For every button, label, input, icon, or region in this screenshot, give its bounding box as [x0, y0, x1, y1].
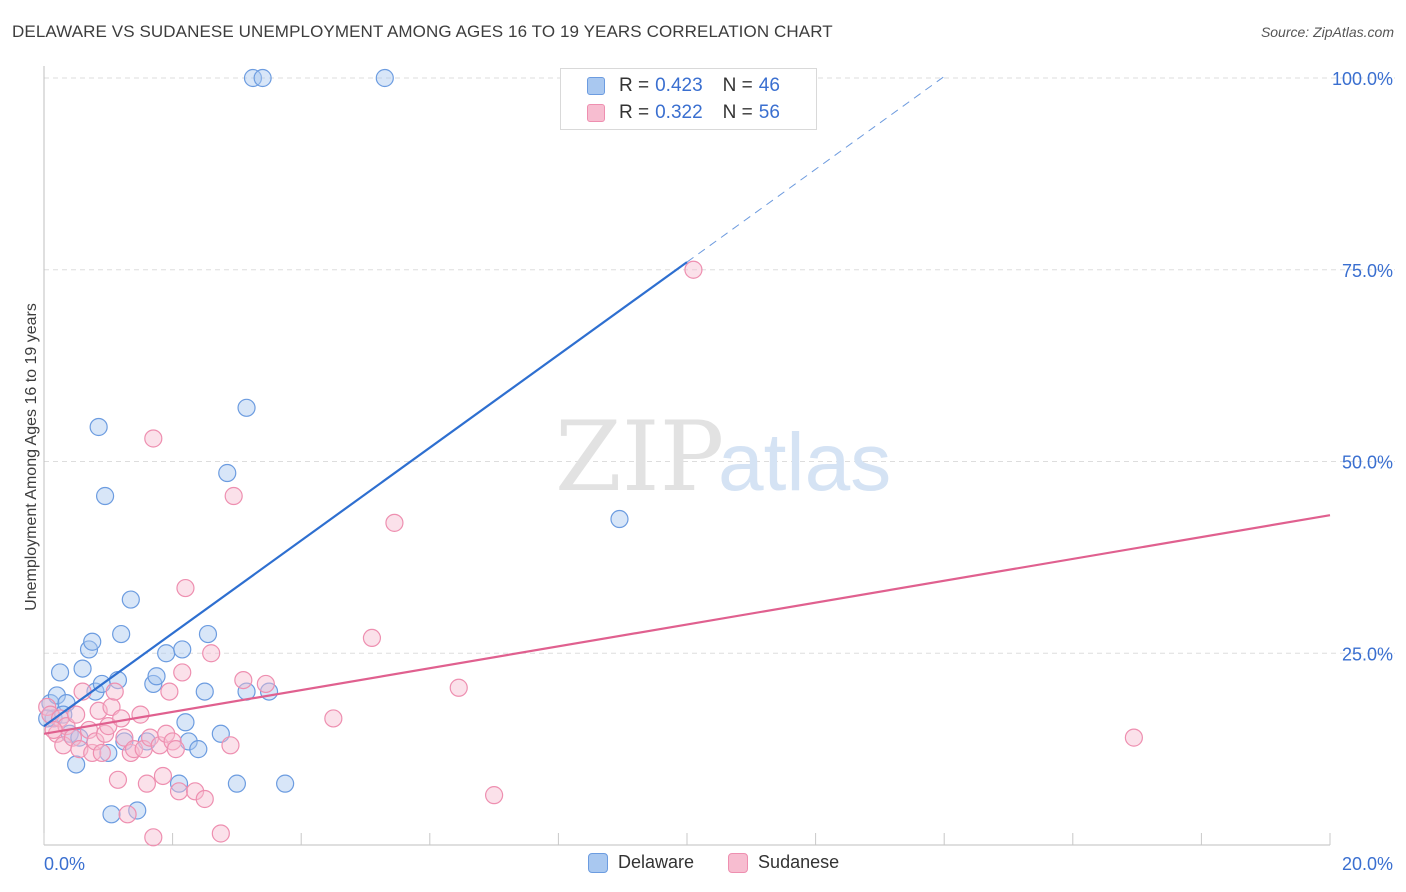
sudanese-point — [684, 260, 703, 279]
sudanese-point — [211, 824, 230, 843]
sudanese-point — [485, 786, 504, 805]
legend-item-delaware: Delaware — [588, 852, 694, 873]
sudanese-swatch — [728, 852, 749, 873]
n-label: N = — [722, 102, 753, 123]
sudanese-point — [160, 682, 179, 701]
delaware-trendline-extension — [686, 76, 945, 263]
n-value: 56 — [758, 102, 780, 123]
sudanese-point — [202, 644, 221, 663]
y-axis-label: Unemployment Among Ages 16 to 19 years — [23, 303, 40, 611]
chart-title: DELAWARE VS SUDANESE UNEMPLOYMENT AMONG … — [12, 22, 833, 41]
y-tick-label: 100.0% — [1332, 69, 1393, 89]
n-value: 46 — [758, 75, 780, 96]
sudanese-trendline — [43, 514, 1331, 735]
watermark-atlas: atlas — [718, 417, 891, 508]
sudanese-point — [112, 709, 131, 728]
sudanese-point — [221, 736, 240, 755]
sudanese-point — [124, 740, 144, 759]
delaware-point — [198, 624, 218, 644]
legend-label: Sudanese — [758, 852, 840, 872]
delaware-point — [218, 463, 237, 483]
delaware-point — [67, 755, 86, 774]
delaware-point — [189, 740, 208, 759]
delaware-point — [121, 590, 140, 609]
n-label: N = — [722, 75, 753, 96]
r-value: 0.423 — [655, 75, 703, 96]
delaware-point — [276, 774, 295, 793]
delaware-trendline — [43, 261, 688, 728]
sudanese-point — [92, 743, 111, 763]
sudanese-point — [83, 743, 102, 763]
sudanese-point — [449, 678, 468, 697]
delaware-point — [83, 632, 102, 651]
source-label: Source: ZipAtlas.com — [1260, 24, 1394, 40]
sudanese-point — [166, 740, 185, 759]
sudanese-point — [67, 705, 86, 724]
delaware-point — [147, 667, 166, 686]
series-legend: Delaware Sudanese — [588, 852, 873, 873]
delaware-point — [99, 743, 118, 763]
sudanese-point — [173, 663, 192, 682]
sudanese-point — [105, 682, 124, 701]
delaware-point — [169, 774, 189, 793]
sudanese-point — [169, 782, 189, 801]
delaware-swatch — [588, 852, 608, 873]
sudanese-point — [176, 578, 195, 598]
delaware-point — [375, 68, 394, 88]
delaware-point — [243, 68, 263, 88]
delaware-point — [73, 659, 92, 678]
delaware-point — [50, 663, 70, 682]
sudanese-point — [137, 774, 156, 793]
x-tick-label: 0.0% — [44, 854, 85, 874]
legend-row-delaware: R = 0.423 N = 46 — [587, 73, 780, 99]
sudanese-swatch — [587, 104, 605, 122]
delaware-point — [128, 801, 147, 820]
sudanese-point — [131, 705, 150, 724]
r-value: 0.322 — [655, 102, 703, 123]
sudanese-point — [108, 770, 128, 789]
sudanese-point — [234, 670, 253, 690]
sudanese-point — [256, 674, 275, 694]
delaware-point — [173, 640, 192, 659]
watermark-zip: ZIP — [555, 401, 724, 513]
sudanese-point — [324, 709, 343, 728]
legend-item-sudanese: Sudanese — [728, 852, 839, 873]
sudanese-point — [144, 429, 163, 448]
delaware-point — [115, 732, 134, 751]
sudanese-point — [195, 789, 214, 809]
sudanese-point — [186, 782, 205, 801]
delaware-point — [195, 682, 214, 701]
delaware-point — [95, 486, 115, 506]
delaware-point — [102, 805, 121, 824]
sudanese-point — [144, 828, 163, 847]
y-tick-label: 25.0% — [1342, 644, 1393, 664]
sudanese-point — [385, 513, 404, 532]
r-label: R = — [619, 75, 650, 96]
delaware-point — [157, 644, 176, 663]
delaware-point — [610, 509, 629, 529]
legend-row-sudanese: R = 0.322 N = 56 — [587, 100, 780, 126]
r-label: R = — [619, 102, 650, 123]
y-tick-label: 75.0% — [1342, 261, 1393, 281]
delaware-point — [89, 417, 108, 437]
sudanese-point — [1124, 728, 1143, 747]
sudanese-point — [118, 805, 137, 824]
legend-label: Delaware — [618, 852, 695, 872]
delaware-point — [253, 68, 272, 88]
x-tick-label: 20.0% — [1342, 854, 1393, 874]
sudanese-point — [86, 732, 105, 751]
sudanese-point — [362, 628, 382, 648]
delaware-point — [237, 398, 256, 417]
y-tick-label: 50.0% — [1342, 453, 1393, 473]
delaware-swatch — [587, 77, 605, 95]
delaware-point — [112, 624, 131, 644]
delaware-point — [227, 774, 246, 793]
correlation-legend: R = 0.423 N = 46 R = 0.322 N = 56 — [560, 68, 817, 130]
sudanese-point — [224, 486, 243, 506]
sudanese-point — [153, 766, 173, 786]
delaware-point — [176, 713, 195, 732]
